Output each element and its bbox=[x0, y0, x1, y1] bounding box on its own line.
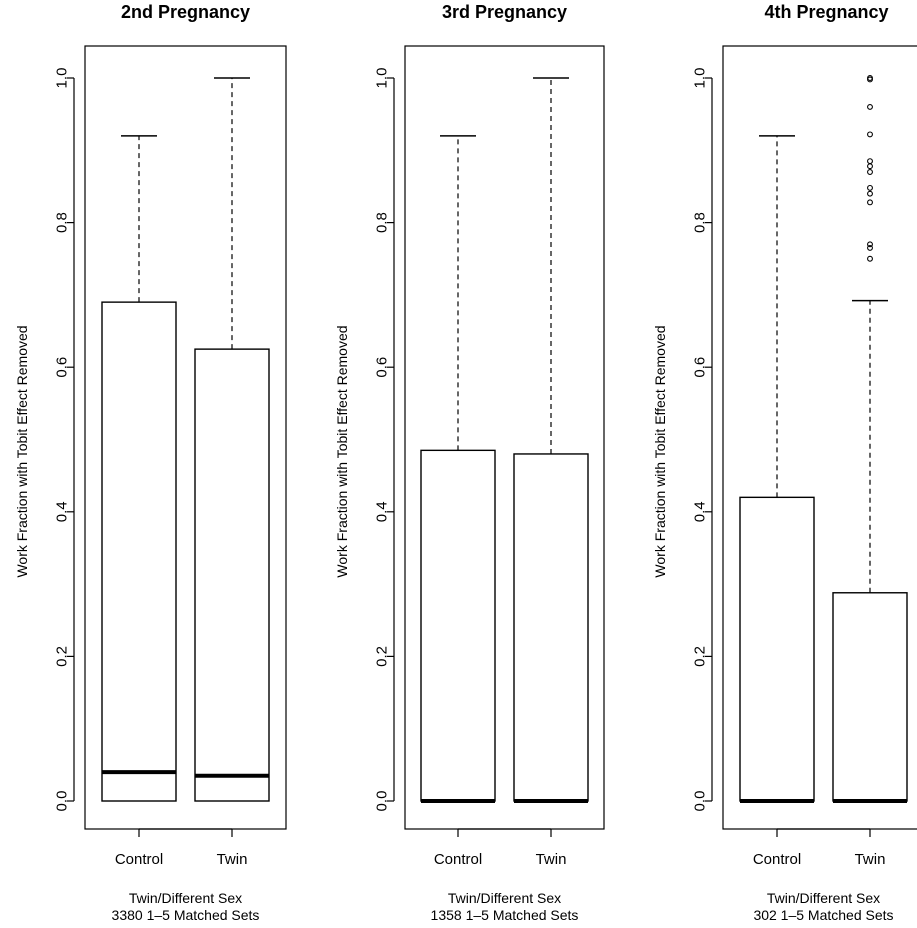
y-tick-label: 0.8 bbox=[692, 212, 709, 233]
box-control bbox=[101, 135, 177, 802]
y-tick-label: 0.2 bbox=[54, 646, 71, 667]
outlier-point bbox=[867, 241, 873, 248]
outlier-point bbox=[867, 131, 873, 138]
y-tick-label: 0.0 bbox=[692, 791, 709, 812]
x-axis-label: Twin/Different Sex bbox=[448, 890, 561, 906]
x-tick-label: Control bbox=[753, 851, 801, 868]
panel-title: 2nd Pregnancy bbox=[121, 2, 250, 22]
boxplot-panel-2: 3rd Pregnancy 0.0 0.2 0.4 0.6 0.8 1.0 Work Frac… bbox=[334, 2, 605, 923]
y-axis-label: Work Fraction with Tobit Effect Removed bbox=[334, 325, 350, 577]
boxplot-panel-1: 2nd Pregnancy 0.0 0.2 0.4 0.6 0.8 1.0 Work Frac… bbox=[14, 2, 287, 923]
x-tick-label: Control bbox=[115, 851, 163, 868]
y-tick-label: 0.4 bbox=[374, 501, 391, 522]
x-axis-label: 302 1–5 Matched Sets bbox=[753, 907, 893, 923]
y-axis-label: Work Fraction with Tobit Effect Removed bbox=[652, 325, 668, 577]
y-tick-label: 0.2 bbox=[374, 646, 391, 667]
x-axis-label: 3380 1–5 Matched Sets bbox=[112, 907, 260, 923]
y-tick-label: 1.0 bbox=[374, 68, 391, 89]
x-axis-label: Twin/Different Sex bbox=[767, 890, 880, 906]
outlier-point bbox=[867, 255, 873, 262]
y-tick-label: 0.6 bbox=[692, 357, 709, 378]
x-tick-label: Twin bbox=[855, 851, 886, 868]
box-iqr bbox=[420, 449, 496, 802]
outlier-point bbox=[867, 184, 873, 191]
x-axis-label: Twin/Different Sex bbox=[129, 890, 242, 906]
outlier-point bbox=[867, 103, 873, 110]
outlier-point bbox=[867, 199, 873, 206]
box-twin bbox=[832, 75, 908, 803]
y-tick-label: 0.6 bbox=[54, 357, 71, 378]
box-twin bbox=[513, 77, 589, 803]
box-twin bbox=[194, 77, 270, 802]
y-tick-label: 0.4 bbox=[692, 501, 709, 522]
y-tick-label: 1.0 bbox=[54, 68, 71, 89]
y-tick-label: 1.0 bbox=[692, 68, 709, 89]
y-tick-label: 0.0 bbox=[54, 791, 71, 812]
y-tick-label: 0.6 bbox=[374, 357, 391, 378]
outlier-point bbox=[867, 75, 873, 81]
outlier-point bbox=[867, 169, 873, 175]
box-iqr bbox=[194, 348, 270, 802]
box-control bbox=[739, 135, 815, 803]
outlier-point bbox=[867, 244, 873, 251]
x-tick-label: Twin bbox=[536, 851, 567, 868]
y-tick-label: 0.0 bbox=[374, 791, 391, 812]
panel-title: 3rd Pregnancy bbox=[442, 2, 567, 22]
x-tick-label: Twin bbox=[217, 851, 248, 868]
y-tick-label: 0.4 bbox=[54, 501, 71, 522]
panel-title: 4th Pregnancy bbox=[764, 2, 888, 22]
box-control bbox=[420, 135, 496, 803]
y-tick-label: 0.8 bbox=[374, 212, 391, 233]
box-iqr bbox=[101, 301, 177, 802]
box-iqr bbox=[832, 592, 908, 802]
y-axis-label: Work Fraction with Tobit Effect Removed bbox=[14, 325, 30, 577]
outlier-point bbox=[867, 163, 873, 170]
outlier-point bbox=[867, 158, 873, 165]
x-axis-label: 1358 1–5 Matched Sets bbox=[431, 907, 579, 923]
boxplot-panel-3: 4th Pregnancy 0.0 0.2 0.4 0.6 0.8 1.0 Work Frac… bbox=[652, 2, 917, 923]
outlier-point bbox=[867, 190, 873, 197]
x-tick-label: Control bbox=[434, 851, 482, 868]
box-iqr bbox=[739, 496, 815, 802]
y-tick-label: 0.2 bbox=[692, 646, 709, 667]
y-tick-label: 0.8 bbox=[54, 212, 71, 233]
box-iqr bbox=[513, 453, 589, 802]
